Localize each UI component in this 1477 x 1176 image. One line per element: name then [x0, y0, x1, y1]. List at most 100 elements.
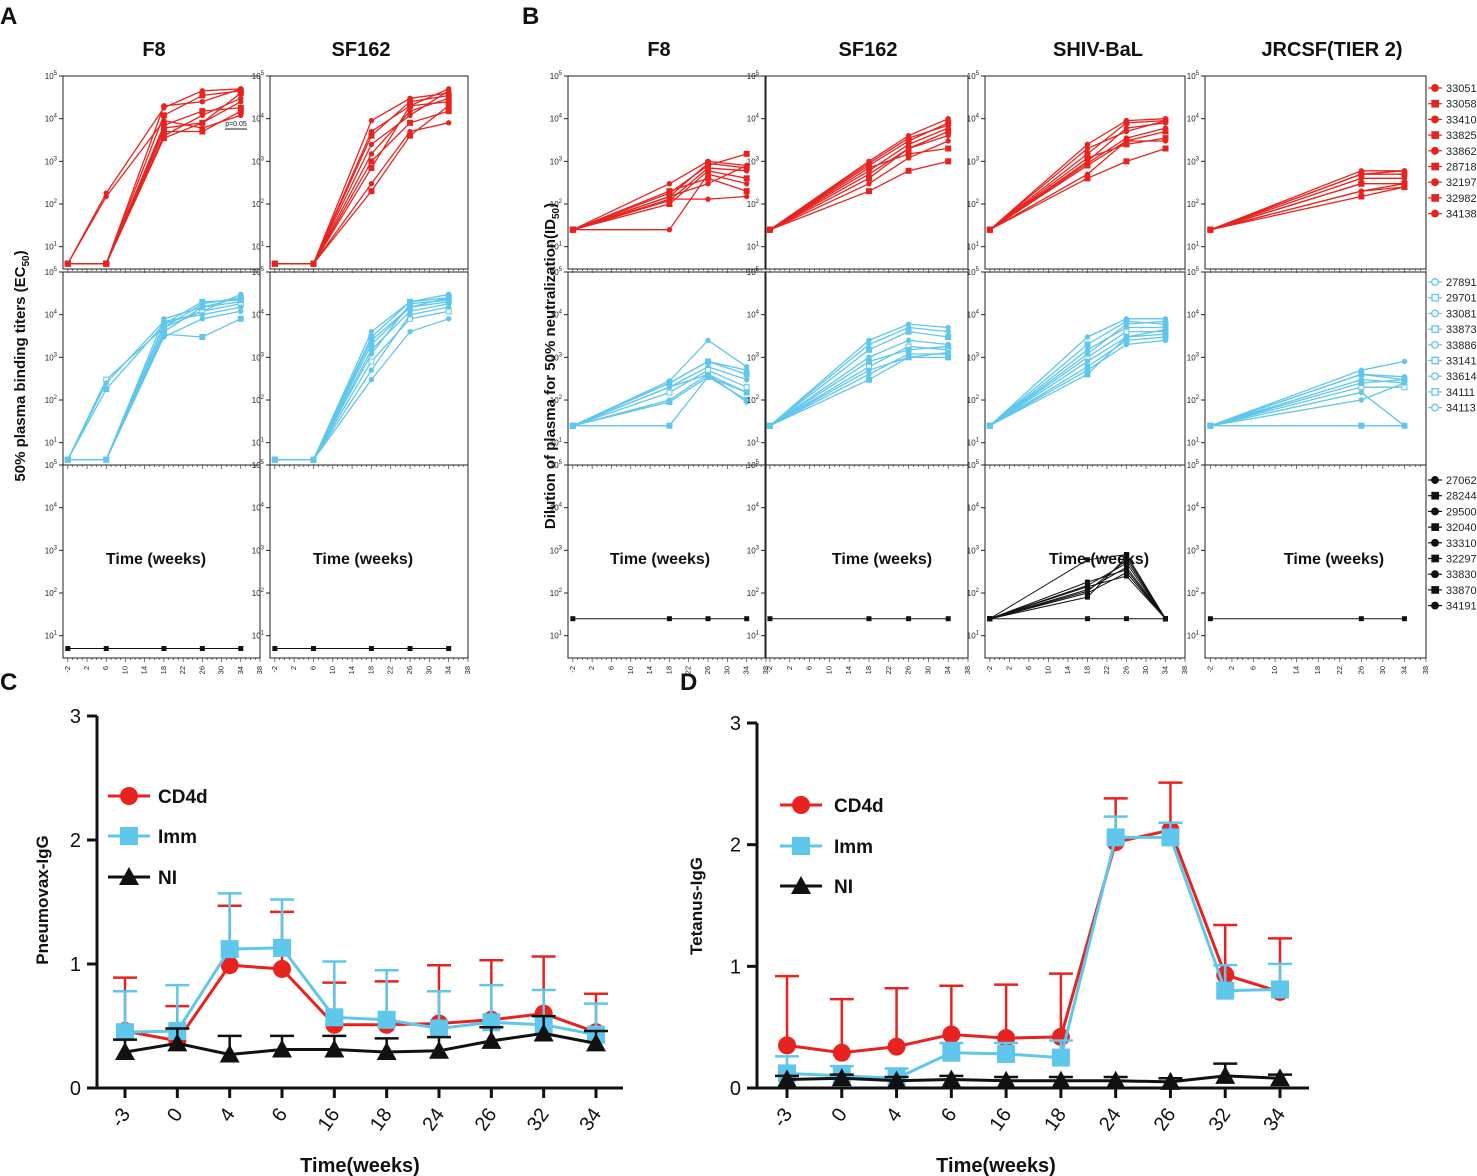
series-imm-5: [67, 297, 241, 461]
y-tick-exponent: 1: [54, 438, 58, 444]
series-cd4d-5: [989, 147, 1166, 231]
y-tick-exponent: 3: [1196, 352, 1200, 358]
subpanel-0-cd4d: 101 102 103 104 105: [45, 71, 261, 273]
legend-id-ni: 34191: [1446, 601, 1477, 613]
data-point: [1084, 334, 1091, 340]
y-tick-exponent: 4: [54, 503, 58, 509]
data-point: [238, 95, 244, 102]
y-tick-exponent: 3: [559, 156, 563, 162]
data-point: [1215, 1065, 1236, 1084]
subpanel-3-imm: 101 102 103 104 105: [747, 267, 969, 469]
data-point: [743, 162, 750, 169]
y-tick-label: 105: [967, 267, 980, 277]
subpanel-1-ni: 101 102 103 104 105: [252, 460, 469, 662]
x-tick-label: 2: [785, 666, 794, 670]
subpanel-frame: [62, 464, 261, 659]
data-point: [103, 260, 109, 267]
subpanel-1-imm: 101 102 103 104 105: [252, 267, 469, 469]
y-tick-label: 102: [45, 395, 58, 405]
y-tick-label: 102: [550, 395, 563, 405]
series-ni-2: [989, 572, 1166, 620]
data-point: [446, 646, 452, 652]
data-point: [1358, 389, 1365, 396]
series-cd4d-7: [572, 153, 747, 231]
data-point: [996, 1070, 1017, 1089]
y-tick-exponent: 5: [261, 267, 265, 273]
data-point: [866, 371, 872, 378]
y-tick-exponent: 1: [1196, 242, 1200, 248]
y-tick-exponent: 4: [976, 503, 980, 509]
y-tick-exponent: 2: [976, 588, 980, 594]
x-tick-label: 26: [197, 666, 206, 674]
panel-a-ylabel-sub: 50: [21, 255, 32, 267]
x-tick-label: 26: [1121, 666, 1130, 674]
series-imm-6: [769, 326, 949, 427]
data-point: [103, 456, 109, 463]
legend-d-ni-marker: [791, 876, 811, 894]
y-tick-exponent: 4: [54, 310, 58, 316]
x-tick-label: 34: [1160, 666, 1169, 674]
data-point: [1123, 560, 1129, 566]
legend-id-imm: 29701: [1446, 293, 1477, 305]
data-point: [445, 120, 452, 126]
legend-marker: [1431, 340, 1439, 349]
series-cd4d-8: [274, 88, 449, 265]
legend-marker: [1431, 84, 1439, 92]
data-point: [945, 333, 952, 340]
data-point: [272, 646, 278, 652]
y-tick-exponent: 1: [976, 631, 980, 637]
data-point: [744, 616, 750, 622]
series-cd4d: [775, 781, 1292, 1062]
legend-marker: [1431, 178, 1439, 187]
y-tick-exponent: 1: [261, 438, 265, 444]
data-point: [945, 328, 951, 335]
legend-marker: [1431, 570, 1439, 579]
data-point: [1358, 193, 1365, 200]
data-point: [1123, 554, 1129, 560]
data-point: [1358, 380, 1365, 387]
legend-id-ni: 28244: [1446, 491, 1477, 503]
y-tick-label: 105: [967, 460, 980, 470]
data-point: [666, 201, 673, 208]
x-tick-label: 2: [289, 666, 298, 670]
data-point: [945, 132, 951, 139]
y-tick-label: 105: [252, 267, 265, 277]
x-tick-label: 22: [884, 666, 893, 674]
data-point: [430, 1019, 448, 1038]
data-point: [368, 180, 375, 187]
x-tick-label: 10: [1270, 666, 1279, 674]
data-point: [987, 423, 993, 429]
data-point: [866, 367, 872, 373]
small-charts-layer: 1011021031041051011021031041051011021031…: [45, 71, 1430, 674]
data-point: [1207, 616, 1213, 622]
data-point: [1051, 1048, 1070, 1067]
data-point: [368, 341, 375, 348]
data-point: [238, 294, 244, 301]
y-tick-label: 101: [550, 631, 563, 641]
data-point: [368, 151, 375, 157]
x-tick-label: -3: [769, 1104, 797, 1131]
y-tick-label: 0: [70, 1078, 81, 1100]
data-point: [199, 646, 205, 652]
x-tick-label: 38: [963, 666, 972, 674]
data-point: [1401, 168, 1408, 174]
panel-d-xlabel: Time(weeks): [936, 1155, 1056, 1176]
legend-id-cd4d: 33058: [1446, 99, 1477, 111]
data-point: [1050, 1070, 1071, 1089]
data-point: [1358, 175, 1365, 182]
y-tick-label: 103: [550, 545, 563, 555]
data-point: [905, 346, 912, 353]
data-point: [743, 389, 750, 396]
y-tick-exponent: 4: [1196, 503, 1200, 509]
subpanel-frame: [1204, 464, 1427, 659]
series-line: [786, 835, 1281, 1080]
data-point: [1084, 371, 1091, 378]
x-tick-label: 16: [314, 1104, 345, 1135]
data-point: [1123, 128, 1130, 135]
data-point: [1123, 570, 1129, 576]
y-tick-label: 104: [967, 114, 980, 124]
series-line: [786, 1074, 1281, 1084]
data-point: [1207, 423, 1214, 429]
y-tick-label: 105: [550, 267, 563, 277]
data-point: [368, 358, 375, 365]
